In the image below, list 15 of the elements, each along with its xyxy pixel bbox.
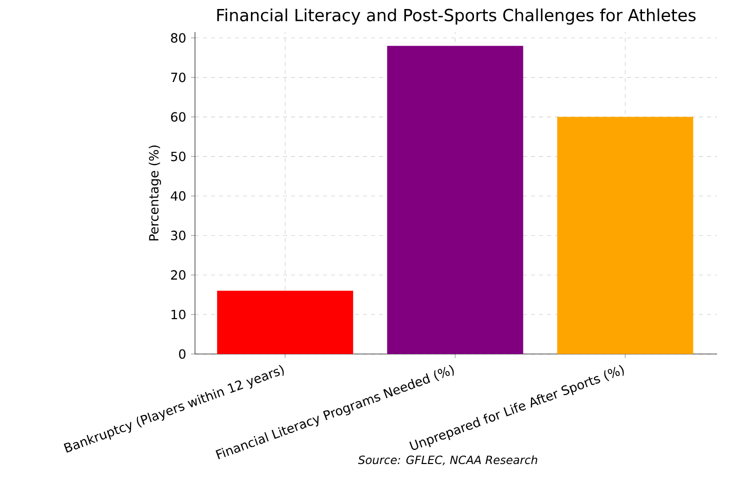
- y-tick-label: 60: [171, 112, 186, 122]
- y-tick-label: 70: [171, 72, 186, 82]
- source-note: Source: GFLEC, NCAA Research: [358, 455, 538, 466]
- y-tick-label: 50: [171, 152, 186, 162]
- y-tick-label: 10: [172, 310, 186, 320]
- bar: [217, 290, 354, 354]
- chart-title: Financial Literacy and Post-Sports Challenges for Athletes: [217, 8, 696, 25]
- y-tick-label: 40: [170, 191, 186, 201]
- bar: [387, 46, 524, 354]
- y-tick-label: 20: [171, 270, 186, 280]
- y-tick-label: 80: [171, 33, 186, 43]
- y-tick-label: 0: [179, 349, 186, 359]
- y-tick-label: 30: [171, 230, 186, 240]
- bar: [557, 116, 694, 354]
- y-axis-title: Percentage (%): [148, 146, 162, 240]
